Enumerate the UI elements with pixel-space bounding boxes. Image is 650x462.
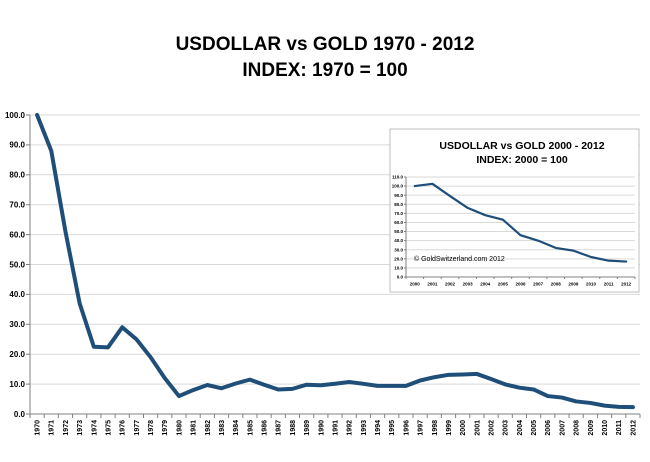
main-y-tick-label: 40.0: [9, 290, 25, 299]
main-y-tick-label: 20.0: [9, 350, 25, 359]
main-y-tick-label: 70.0: [9, 201, 25, 210]
main-x-tick-label: 1975: [105, 420, 112, 436]
main-x-tick-label: 1987: [276, 420, 283, 436]
main-y-tick-label: 10.0: [9, 380, 25, 389]
main-x-tick-label: 1992: [347, 420, 354, 436]
main-y-tick-label: 50.0: [9, 260, 25, 269]
main-x-tick-label: 1974: [91, 420, 98, 436]
main-x-tick-label: 1998: [432, 420, 439, 436]
main-x-tick-label: 1993: [361, 420, 368, 436]
main-x-tick-label: 1990: [318, 420, 325, 436]
main-x-tick-label: 1983: [219, 420, 226, 436]
main-x-tick-label: 2000: [460, 420, 467, 436]
main-x-tick-label: 1985: [247, 420, 254, 436]
main-x-tick-label: 2008: [574, 420, 581, 436]
main-x-tick-label: 2011: [616, 420, 623, 435]
main-y-tick-label: 80.0: [9, 171, 25, 180]
main-y-tick-label: 30.0: [9, 320, 25, 329]
main-x-tick-label: 2004: [517, 420, 524, 436]
main-x-tick-label: 2010: [602, 420, 609, 436]
main-x-tick-label: 1981: [191, 420, 198, 436]
main-x-tick-label: 2005: [531, 420, 538, 436]
main-x-tick-label: 1973: [77, 420, 84, 436]
main-x-tick-label: 2006: [545, 420, 552, 436]
main-x-tick-label: 1994: [375, 420, 382, 436]
main-x-tick-label: 1979: [162, 420, 169, 436]
main-x-tick-label: 1991: [332, 420, 339, 436]
main-y-tick-label: 100.0: [5, 111, 26, 120]
main-x-tick-label: 1989: [304, 420, 311, 436]
main-x-tick-label: 2012: [630, 420, 637, 436]
main-series-line: [35, 113, 635, 410]
main-x-tick-label: 1970: [35, 420, 42, 436]
main-x-tick-label: 1997: [418, 420, 425, 436]
main-x-tick-label: 1986: [262, 420, 269, 436]
main-x-tick-label: 2001: [474, 420, 481, 436]
chart-title-line-1: USDOLLAR vs GOLD 1970 - 2012: [175, 34, 475, 55]
main-x-tick-label: 1978: [148, 420, 155, 436]
chart-title-line-2: INDEX: 1970 = 100: [242, 60, 408, 81]
main-x-tick-label: 1972: [63, 420, 70, 436]
main-x-tick-label: 1980: [176, 420, 183, 436]
main-x-tick-label: 1971: [49, 420, 56, 436]
main-y-tick-label: 0.0: [14, 410, 26, 419]
main-x-tick-label: 2009: [588, 420, 595, 436]
main-x-tick-label: 1984: [233, 420, 240, 436]
main-x-tick-label: 2003: [503, 420, 510, 436]
main-x-tick-label: 2007: [559, 420, 566, 436]
main-x-tick-label: 1995: [389, 420, 396, 436]
main-x-tick-label: 1977: [134, 420, 141, 436]
main-x-tick-label: 2002: [488, 420, 495, 436]
main-x-tick-label: 1988: [290, 420, 297, 436]
main-x-tick-label: 1976: [120, 420, 127, 436]
main-y-tick-label: 60.0: [9, 230, 25, 239]
main-x-tick-label: 1996: [403, 420, 410, 436]
main-x-tick-label: 1982: [205, 420, 212, 436]
main-y-tick-label: 90.0: [9, 141, 25, 150]
main-x-tick-label: 1999: [446, 420, 453, 436]
